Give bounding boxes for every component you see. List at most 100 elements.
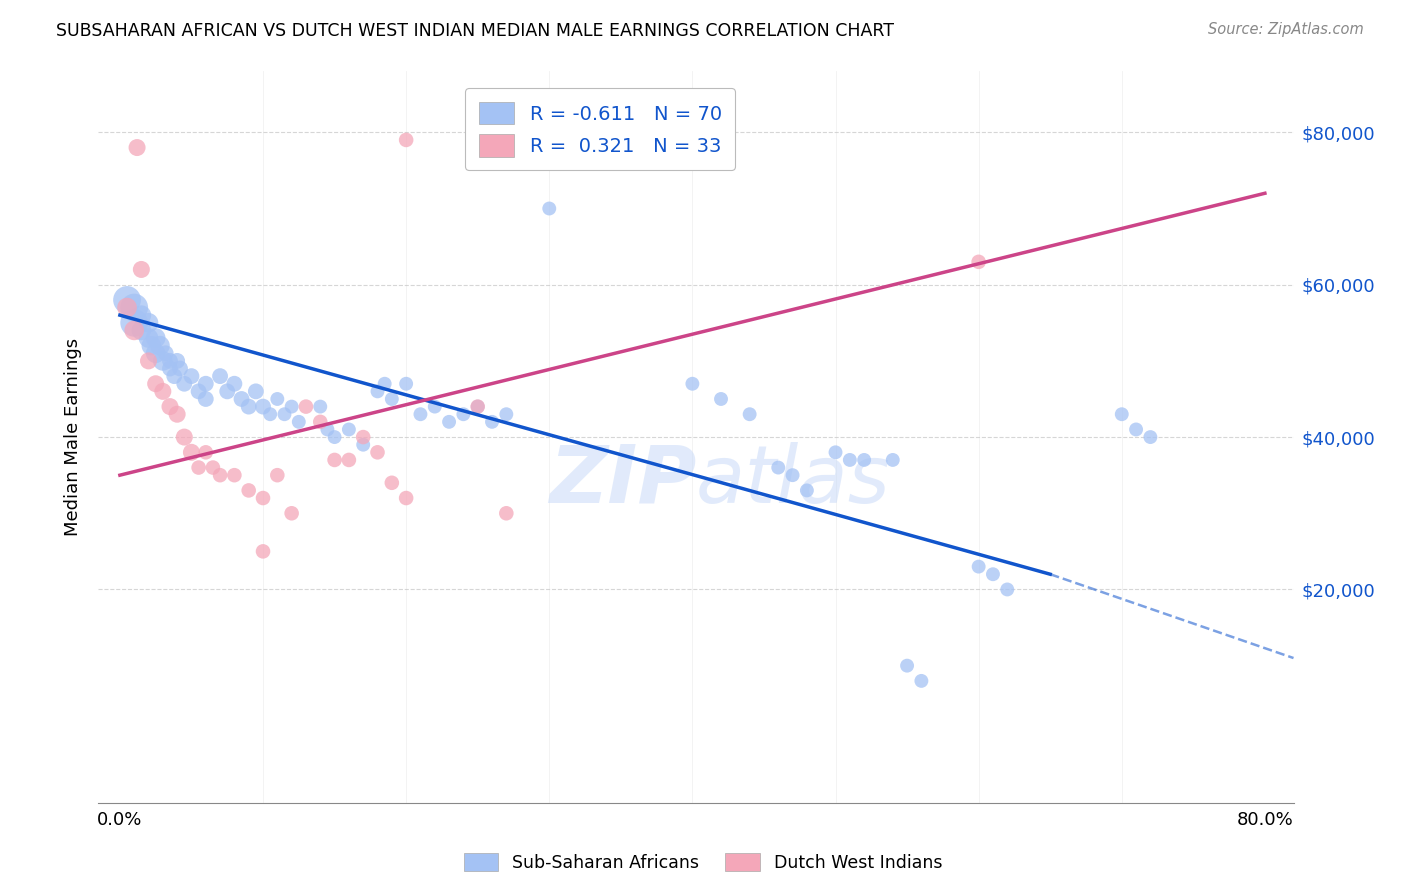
- Point: [238, 400, 260, 414]
- Point: [995, 582, 1018, 597]
- Point: [782, 468, 804, 483]
- Point: [122, 316, 145, 330]
- Point: [252, 491, 274, 505]
- Point: [259, 407, 281, 421]
- Point: [252, 544, 274, 558]
- Point: [166, 407, 188, 421]
- Point: [194, 445, 217, 459]
- Point: [166, 354, 188, 368]
- Point: [853, 453, 876, 467]
- Point: [155, 346, 177, 360]
- Point: [395, 491, 418, 505]
- Point: [374, 376, 396, 391]
- Point: [224, 468, 246, 483]
- Point: [437, 415, 460, 429]
- Y-axis label: Median Male Earnings: Median Male Earnings: [65, 338, 83, 536]
- Point: [309, 415, 332, 429]
- Point: [180, 369, 202, 384]
- Point: [467, 400, 489, 414]
- Text: SUBSAHARAN AFRICAN VS DUTCH WEST INDIAN MEDIAN MALE EARNINGS CORRELATION CHART: SUBSAHARAN AFRICAN VS DUTCH WEST INDIAN …: [56, 22, 894, 40]
- Point: [768, 460, 790, 475]
- Point: [245, 384, 267, 399]
- Point: [145, 346, 167, 360]
- Point: [467, 400, 489, 414]
- Point: [367, 445, 389, 459]
- Point: [710, 392, 733, 406]
- Point: [194, 376, 217, 391]
- Point: [395, 376, 418, 391]
- Point: [238, 483, 260, 498]
- Point: [187, 460, 209, 475]
- Point: [125, 140, 148, 154]
- Point: [201, 460, 224, 475]
- Point: [967, 559, 990, 574]
- Point: [173, 430, 195, 444]
- Point: [538, 202, 561, 216]
- Point: [381, 475, 404, 490]
- Point: [152, 384, 174, 399]
- Point: [681, 376, 703, 391]
- Point: [159, 361, 181, 376]
- Point: [266, 392, 288, 406]
- Point: [217, 384, 239, 399]
- Point: [131, 308, 153, 322]
- Point: [145, 331, 167, 345]
- Point: [309, 400, 332, 414]
- Point: [896, 658, 918, 673]
- Point: [180, 445, 202, 459]
- Point: [367, 384, 389, 399]
- Point: [882, 453, 904, 467]
- Point: [381, 392, 404, 406]
- Point: [981, 567, 1004, 582]
- Point: [1125, 422, 1147, 436]
- Point: [295, 400, 318, 414]
- Point: [122, 323, 145, 337]
- Text: ZIP: ZIP: [548, 442, 696, 520]
- Point: [323, 430, 346, 444]
- Point: [209, 468, 232, 483]
- Point: [273, 407, 295, 421]
- Point: [423, 400, 446, 414]
- Point: [266, 468, 288, 483]
- Text: Source: ZipAtlas.com: Source: ZipAtlas.com: [1208, 22, 1364, 37]
- Point: [337, 422, 360, 436]
- Point: [316, 422, 339, 436]
- Point: [495, 506, 517, 520]
- Point: [824, 445, 846, 459]
- Point: [1111, 407, 1133, 421]
- Point: [122, 301, 145, 315]
- Point: [453, 407, 475, 421]
- Point: [280, 400, 302, 414]
- Point: [352, 438, 374, 452]
- Point: [159, 400, 181, 414]
- Point: [209, 369, 232, 384]
- Point: [115, 301, 138, 315]
- Point: [738, 407, 761, 421]
- Point: [115, 293, 138, 307]
- Point: [495, 407, 517, 421]
- Point: [395, 133, 418, 147]
- Point: [838, 453, 860, 467]
- Point: [169, 361, 191, 376]
- Point: [288, 415, 311, 429]
- Text: atlas: atlas: [696, 442, 891, 520]
- Point: [967, 255, 990, 269]
- Legend: Sub-Saharan Africans, Dutch West Indians: Sub-Saharan Africans, Dutch West Indians: [457, 847, 949, 879]
- Point: [159, 354, 181, 368]
- Point: [910, 673, 932, 688]
- Point: [194, 392, 217, 406]
- Point: [138, 316, 160, 330]
- Point: [224, 376, 246, 391]
- Point: [1139, 430, 1161, 444]
- Legend: R = -0.611   N = 70, R =  0.321   N = 33: R = -0.611 N = 70, R = 0.321 N = 33: [465, 88, 735, 170]
- Point: [323, 453, 346, 467]
- Point: [138, 354, 160, 368]
- Point: [131, 262, 153, 277]
- Point: [252, 400, 274, 414]
- Point: [131, 323, 153, 337]
- Point: [352, 430, 374, 444]
- Point: [149, 338, 172, 352]
- Point: [796, 483, 818, 498]
- Point: [163, 369, 186, 384]
- Point: [481, 415, 503, 429]
